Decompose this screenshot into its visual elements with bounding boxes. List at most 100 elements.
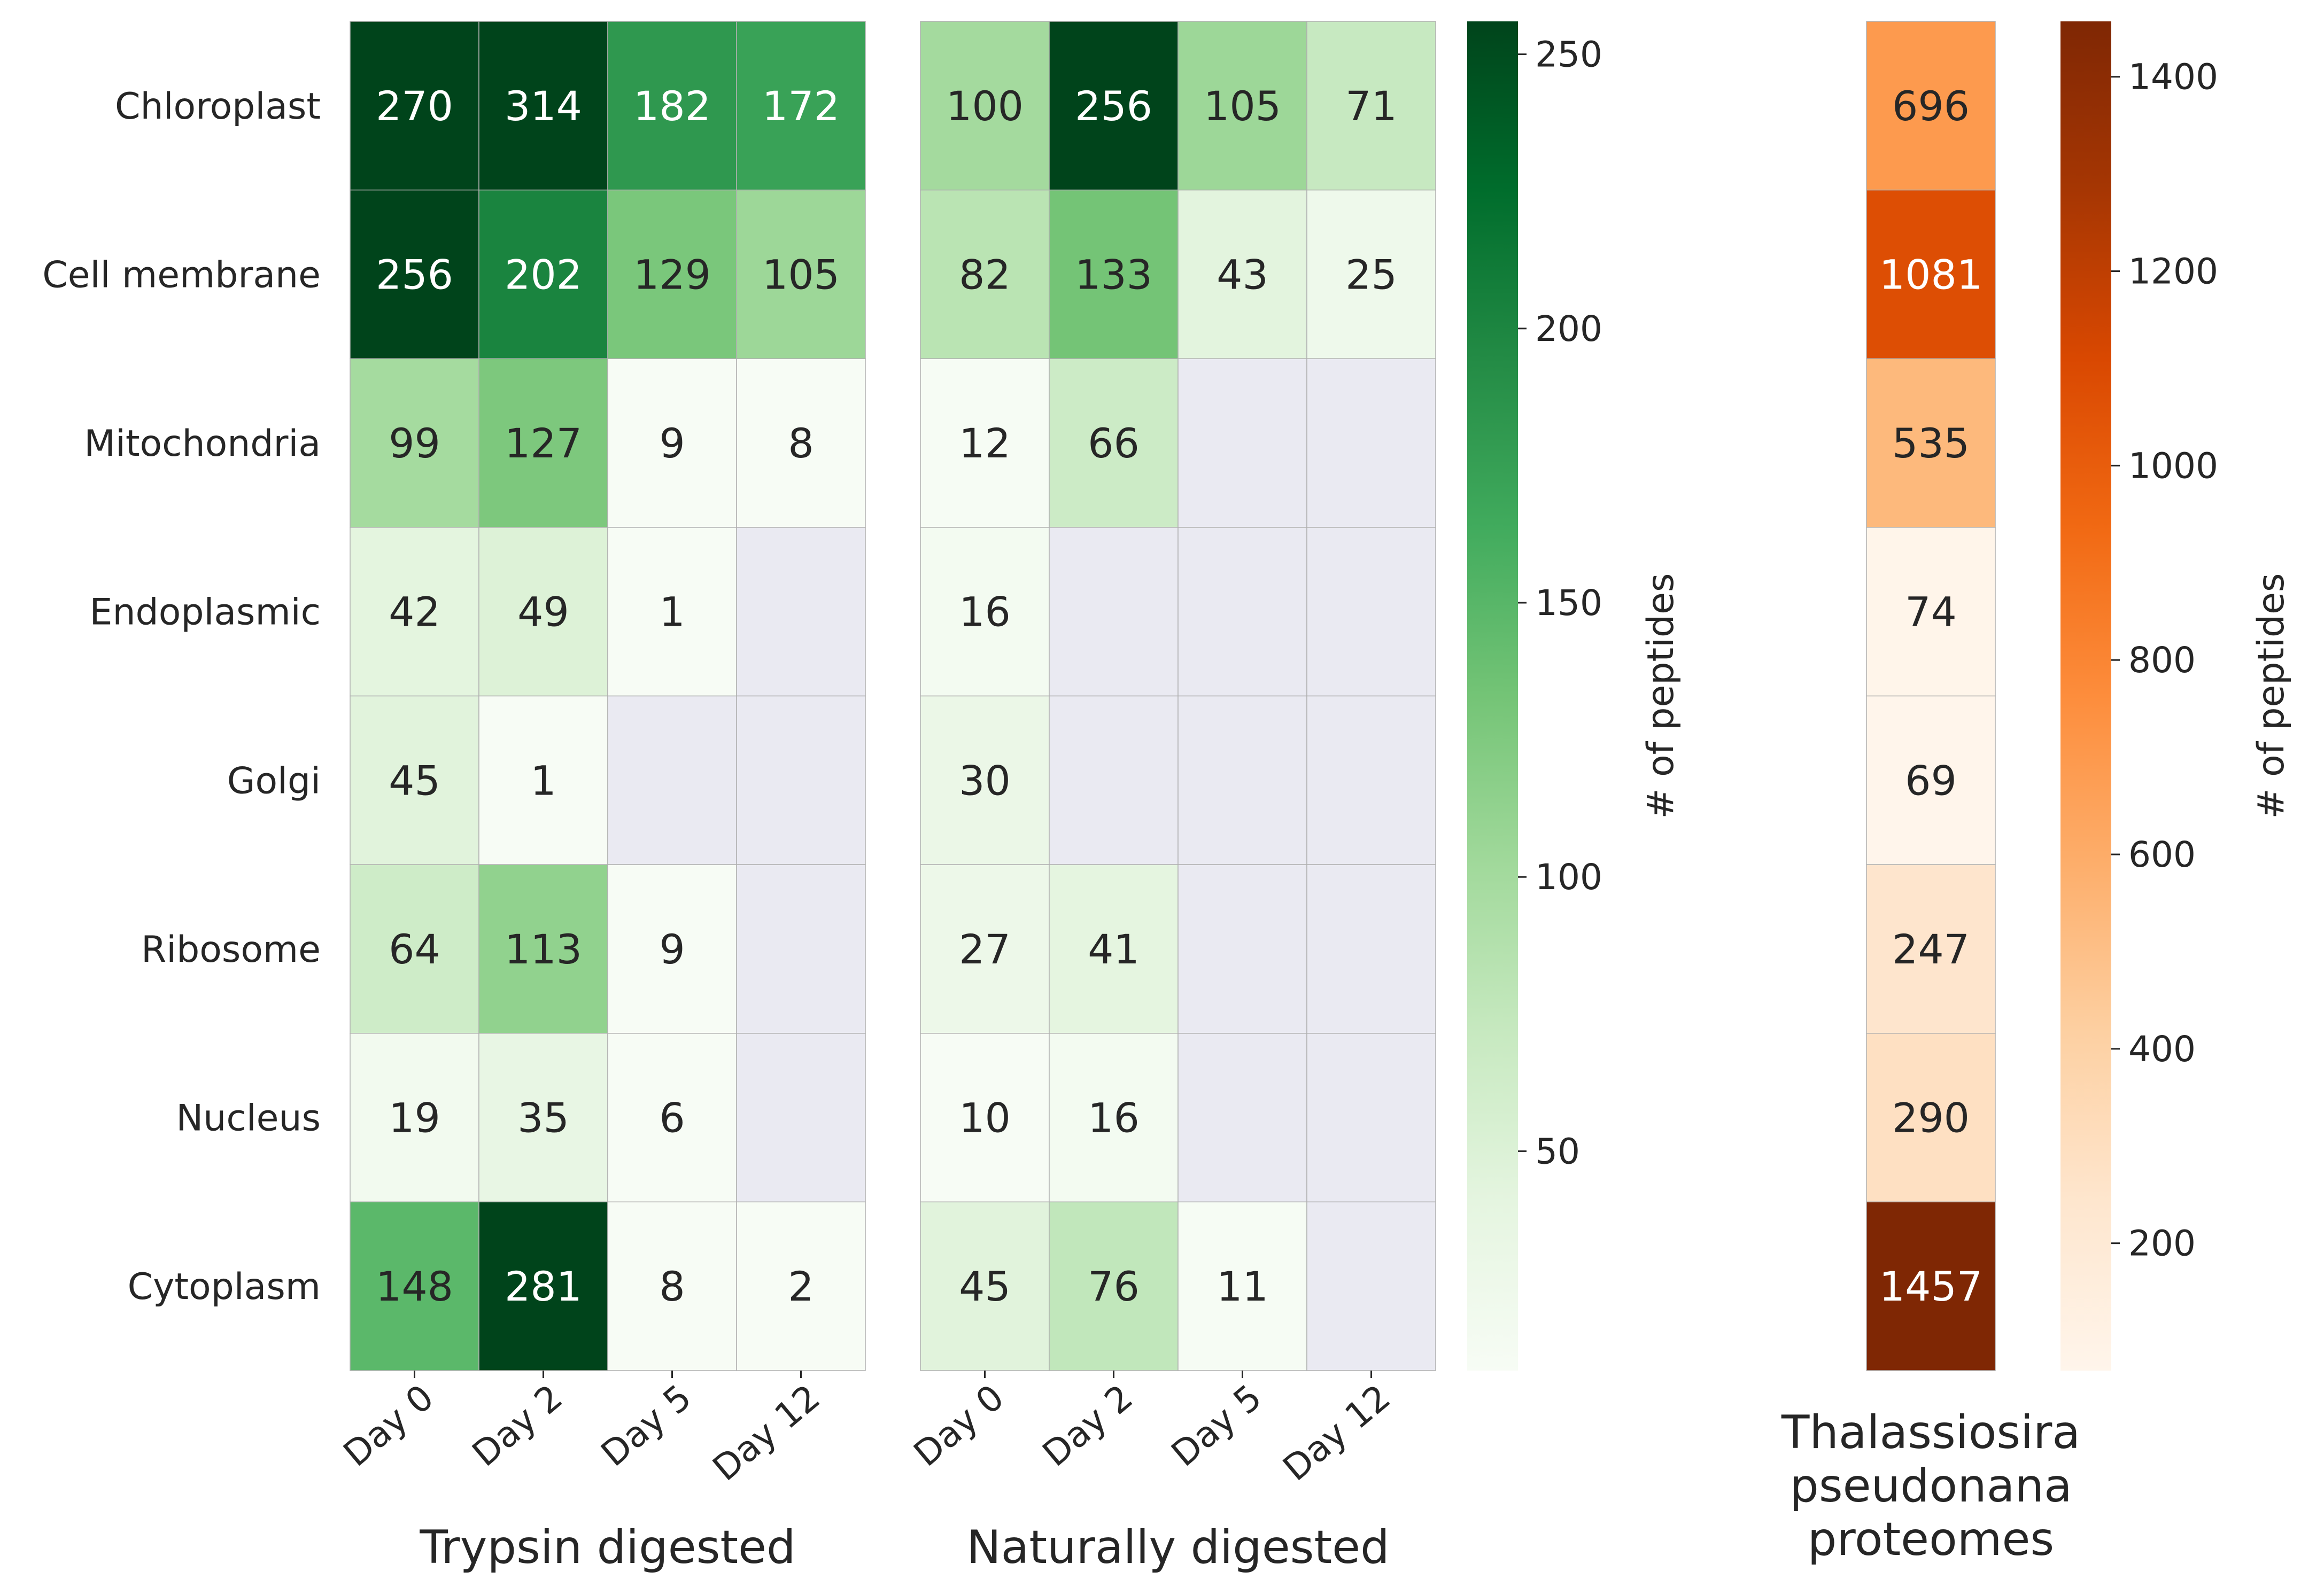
heatmap-cell	[1049, 864, 1179, 1034]
colorbar-tick-label: 200	[1535, 308, 1602, 349]
heatmap-cell	[478, 1033, 608, 1203]
cell-value-label: 42	[389, 588, 440, 636]
row-label-golgi: Golgi	[227, 760, 321, 802]
cell-value-label: 76	[1088, 1263, 1140, 1310]
heatmap-cell	[1306, 864, 1436, 1034]
heatmap-cell	[1049, 189, 1179, 359]
colorbar-tick-label: 1200	[2128, 251, 2218, 292]
colorbar-tick-label: 150	[1535, 582, 1602, 624]
heatmap-cell	[1049, 358, 1179, 528]
heatmap-cell	[607, 1201, 737, 1371]
cell-value-label: 8	[788, 419, 814, 467]
heatmap-cell	[736, 1033, 866, 1203]
cell-value-label: 256	[1075, 82, 1152, 130]
heatmap-cell	[350, 527, 479, 697]
cell-value-label: 16	[1088, 1094, 1140, 1142]
cell-value-label: 64	[389, 925, 440, 973]
heatmap-cell	[1049, 1033, 1179, 1203]
cell-value-label: 66	[1088, 419, 1140, 467]
heatmap-cell	[1178, 189, 1307, 359]
cell-value-label: 105	[1204, 82, 1281, 130]
colorbar-greens: 50 100 150 200 250 # of peptides	[1467, 21, 1682, 1371]
colorbars: 50 100 150 200 250 # of peptides 200 400 600 800 1…	[1467, 21, 2292, 1371]
row-label-cell-membrane: Cell membrane	[42, 254, 321, 296]
x-tick-label: Day 5	[593, 1376, 699, 1474]
heatmap-cell	[736, 527, 866, 697]
row-label-chloroplast: Chloroplast	[115, 85, 321, 128]
cell-value-label: 270	[376, 82, 453, 130]
cell-value-label: 27	[959, 925, 1011, 973]
row-labels: Chloroplast Cell membrane Mitochondria Endo…	[42, 85, 321, 1308]
heatmap-cell	[1049, 527, 1179, 697]
cell-value-label: 148	[376, 1263, 453, 1310]
colorbar-tick-label: 200	[2128, 1223, 2196, 1264]
heatmap-cell	[920, 527, 1050, 697]
heatmap-cell	[920, 189, 1050, 359]
heatmap-cell	[920, 864, 1050, 1034]
panel-title: Naturally digested	[966, 1521, 1389, 1574]
cell-value-label: 99	[389, 419, 440, 467]
cell-value-label: 535	[1892, 419, 1970, 467]
heatmap-cell	[607, 189, 737, 359]
panel-titles: Trypsin digested Naturally digested Thalas…	[419, 1406, 2080, 1574]
colorbar-tick-label: 100	[1535, 857, 1602, 898]
cell-value-label: 11	[1217, 1263, 1268, 1310]
cell-value-label: 172	[762, 82, 840, 130]
cell-value-label: 696	[1892, 82, 1970, 130]
row-label-cytoplasm: Cytoplasm	[128, 1266, 321, 1308]
heatmap-cell	[478, 527, 608, 697]
cell-value-label: 19	[389, 1094, 440, 1142]
cell-value-label: 49	[517, 588, 569, 636]
heatmap-cell	[1866, 358, 1996, 528]
heatmap-cell	[920, 1033, 1050, 1203]
heatmap-cell	[607, 1033, 737, 1203]
heatmap-cell	[1178, 358, 1307, 528]
colorbar-tick-label: 250	[1535, 34, 1602, 75]
heatmap-cell	[736, 189, 866, 359]
cell-value-label: 71	[1345, 82, 1397, 130]
heatmap-cell	[1866, 1201, 1996, 1371]
x-tick-label: Day 5	[1164, 1376, 1269, 1474]
heatmap-cell	[1306, 695, 1436, 865]
heatmap-cell	[1178, 695, 1307, 865]
panel-naturally-digested: 100 256 105 71 82 133 43 25 12 66 16 30 27 41 10 16 45 76…	[906, 21, 1436, 1489]
row-label-nucleus: Nucleus	[176, 1098, 321, 1140]
cell-value-label: 41	[1088, 925, 1140, 973]
heatmap-cell	[1049, 21, 1179, 191]
row-label-ribosome: Ribosome	[141, 929, 321, 971]
heatmap-cell	[1306, 1201, 1436, 1371]
heatmap-cell	[1178, 864, 1307, 1034]
heatmap-cell	[1178, 21, 1307, 191]
colorbar-tick-label: 1000	[2128, 445, 2218, 486]
heatmap-cell	[736, 1201, 866, 1371]
cell-value-label: 45	[389, 757, 440, 804]
cell-value-label: 1081	[1879, 251, 1982, 298]
heatmap-cell	[920, 1201, 1050, 1371]
heatmap-cell	[478, 358, 608, 528]
heatmap-cell	[607, 864, 737, 1034]
heatmap-cell	[1049, 695, 1179, 865]
heatmap-cell	[920, 21, 1050, 191]
x-tick-label: Day 2	[1035, 1376, 1141, 1474]
colorbar-tick-label: 600	[2128, 834, 2196, 875]
heatmap-cell	[1866, 189, 1996, 359]
heatmap-cell	[478, 189, 608, 359]
cell-value-label: 10	[959, 1094, 1011, 1142]
panel-title: Trypsin digested	[419, 1521, 795, 1574]
cell-value-label: 1	[659, 588, 685, 636]
heatmap-cell	[478, 695, 608, 865]
heatmap-cell	[736, 358, 866, 528]
heatmap-cell	[1306, 1033, 1436, 1203]
row-label-mitochondria: Mitochondria	[84, 423, 321, 465]
colorbar-label: # of peptides	[2250, 573, 2292, 819]
heatmap-cell	[350, 864, 479, 1034]
heatmap-cell	[350, 1033, 479, 1203]
cell-value-label: 133	[1075, 251, 1152, 298]
cell-value-label: 314	[505, 82, 582, 130]
colorbar-tick-label: 400	[2128, 1029, 2196, 1070]
heatmap-cell	[1178, 527, 1307, 697]
colorbar-tick-label: 800	[2128, 640, 2196, 681]
heatmap-cell	[1178, 1201, 1307, 1371]
